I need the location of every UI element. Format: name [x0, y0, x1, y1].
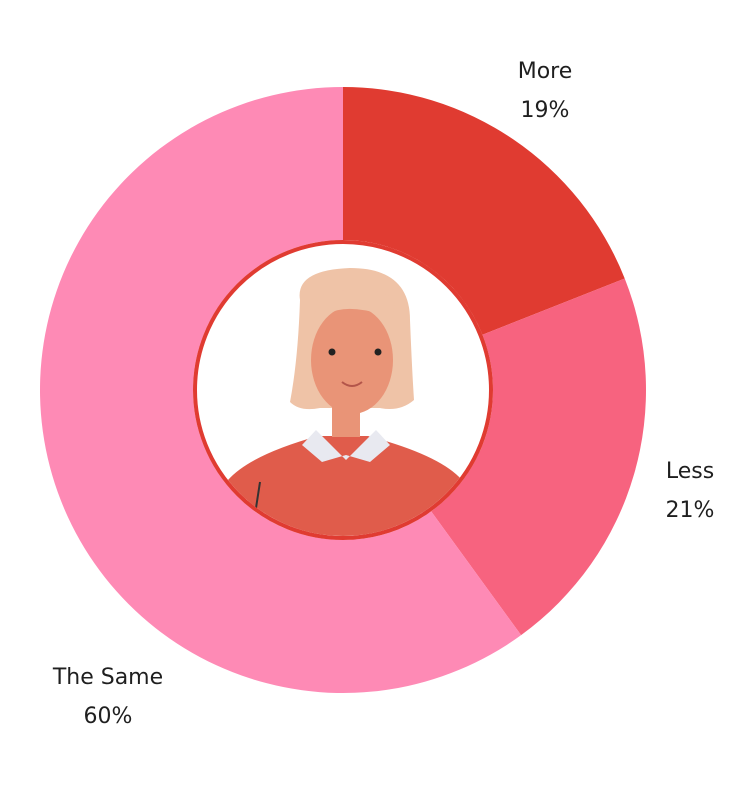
- slice: [343, 87, 625, 335]
- value-label: 60%: [84, 704, 133, 729]
- face: [311, 306, 393, 414]
- sweater-line: [255, 481, 261, 509]
- value-label: 21%: [666, 498, 715, 523]
- category-label: The Same: [52, 665, 163, 690]
- slice: [40, 87, 522, 693]
- eye: [328, 348, 336, 356]
- fringe: [312, 288, 395, 330]
- slices: [40, 87, 646, 693]
- slice: [431, 278, 646, 636]
- mouth: [341, 381, 363, 387]
- category-label: Less: [666, 459, 714, 484]
- collar: [302, 430, 390, 462]
- category-label: More: [518, 59, 573, 84]
- labels: More 19% Less 21% The Same 60%: [52, 59, 715, 729]
- eye: [374, 348, 382, 356]
- value-label: 19%: [521, 98, 570, 123]
